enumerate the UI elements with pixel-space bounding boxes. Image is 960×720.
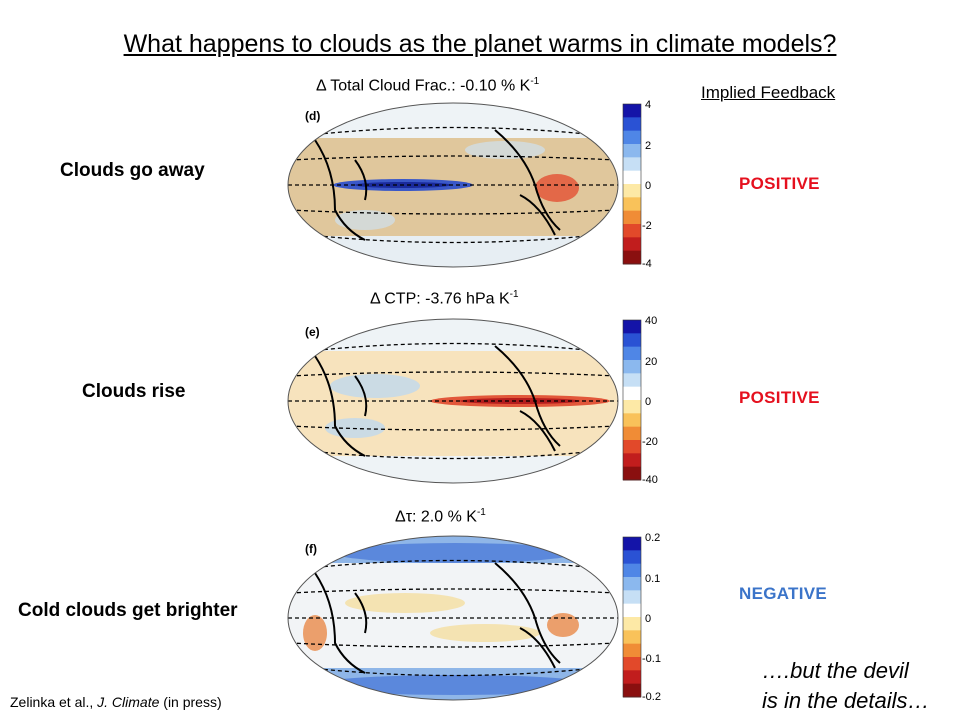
panel-d-tick-0: 4 xyxy=(645,100,651,111)
panel-e-tag: (e) xyxy=(305,325,320,339)
panel-d-tick-2: 0 xyxy=(645,180,651,192)
colorbar-swatch xyxy=(623,537,641,551)
colorbar-swatch xyxy=(623,320,641,334)
colorbar-frame xyxy=(622,103,642,265)
colorbar-swatch xyxy=(623,360,641,374)
colorbar-swatch xyxy=(623,617,641,631)
colorbar-swatch xyxy=(623,413,641,428)
panel-f-map: (f) 0.2 0.1 0 -0.1 -0.2 xyxy=(287,533,661,703)
panel-d-feedback: POSITIVE xyxy=(739,174,820,193)
panel-f-tick-2: 0 xyxy=(645,613,651,625)
panel-f-tick-4: -0.2 xyxy=(642,691,661,703)
devil-note: ….but the devil is in the details… xyxy=(762,656,930,716)
panel-f-label: Cold clouds get brighter xyxy=(18,600,238,621)
panel-f-tick-1: 0.1 xyxy=(645,573,660,585)
panel-e-tick-3: -20 xyxy=(642,436,658,448)
colorbar-frame xyxy=(622,319,642,481)
colorbar-swatch xyxy=(623,250,641,265)
panel-d-delta: Δ Total Cloud Frac.: -0.10 % K-1 xyxy=(316,76,540,95)
colorbar-swatch xyxy=(623,144,641,158)
panel-d-map: (d) 4 2 0 -2 -4 xyxy=(287,100,652,270)
colorbar-swatch xyxy=(623,400,641,414)
colorbar-swatch xyxy=(623,466,641,481)
panel-e-label: Clouds rise xyxy=(82,381,186,402)
citation: Zelinka et al., J. Climate (in press) xyxy=(10,694,222,710)
panel-e-tick-2: 0 xyxy=(645,396,651,408)
colorbar-swatch xyxy=(623,603,641,618)
panel-e-colorbar xyxy=(622,319,642,481)
panel-d-tick-3: -2 xyxy=(642,220,652,232)
panel-d-label: Clouds go away xyxy=(60,160,205,181)
panel-d-tag: (d) xyxy=(305,109,320,123)
colorbar-swatch xyxy=(623,130,641,145)
colorbar-swatch xyxy=(623,590,641,605)
colorbar-swatch xyxy=(623,237,641,252)
panel-e-map: (e) 40 20 0 -20 -40 xyxy=(287,316,658,486)
colorbar-swatch xyxy=(623,197,641,212)
colorbar-swatch xyxy=(623,224,641,238)
devil-note-line-2: is in the details… xyxy=(762,688,930,713)
implied-feedback-heading: Implied Feedback xyxy=(701,83,836,102)
colorbar-swatch xyxy=(623,104,641,118)
colorbar-swatch xyxy=(623,577,641,591)
panel-f-tag: (f) xyxy=(305,542,317,556)
colorbar-swatch xyxy=(623,426,641,441)
panel-e-tick-1: 20 xyxy=(645,356,657,368)
colorbar-swatch xyxy=(623,683,641,698)
panel-e-feedback: POSITIVE xyxy=(739,388,820,407)
colorbar-swatch xyxy=(623,170,641,185)
colorbar-swatch xyxy=(623,157,641,172)
colorbar-swatch xyxy=(623,117,641,132)
colorbar-swatch xyxy=(623,550,641,565)
colorbar-swatch xyxy=(623,453,641,468)
panel-f-tick-3: -0.1 xyxy=(642,653,661,665)
colorbar-swatch xyxy=(623,440,641,454)
colorbar-swatch xyxy=(623,630,641,645)
panel-d-tick-4: -4 xyxy=(642,258,652,270)
page-title: What happens to clouds as the planet war… xyxy=(123,30,837,58)
colorbar-swatch xyxy=(623,563,641,578)
panel-e-tick-0: 40 xyxy=(645,316,657,327)
devil-note-line-1: ….but the devil xyxy=(762,658,909,683)
panel-e-delta: Δ CTP: -3.76 hPa K-1 xyxy=(370,289,519,308)
colorbar-swatch xyxy=(623,386,641,401)
colorbar-swatch xyxy=(623,333,641,348)
panel-f-delta: Δτ: 2.0 % K-1 xyxy=(395,507,486,526)
colorbar-swatch xyxy=(623,346,641,361)
panel-e-tick-4: -40 xyxy=(642,474,658,486)
panel-d-colorbar xyxy=(622,103,642,265)
panel-f-tick-0: 0.2 xyxy=(645,533,660,544)
colorbar-swatch xyxy=(623,210,641,225)
panel-f-colorbar xyxy=(622,536,642,698)
colorbar-swatch xyxy=(623,657,641,671)
colorbar-swatch xyxy=(623,184,641,198)
colorbar-frame xyxy=(622,536,642,698)
panel-f-feedback: NEGATIVE xyxy=(739,584,828,603)
colorbar-swatch xyxy=(623,373,641,388)
colorbar-swatch xyxy=(623,670,641,685)
panel-d-tick-1: 2 xyxy=(645,140,651,152)
colorbar-swatch xyxy=(623,643,641,658)
